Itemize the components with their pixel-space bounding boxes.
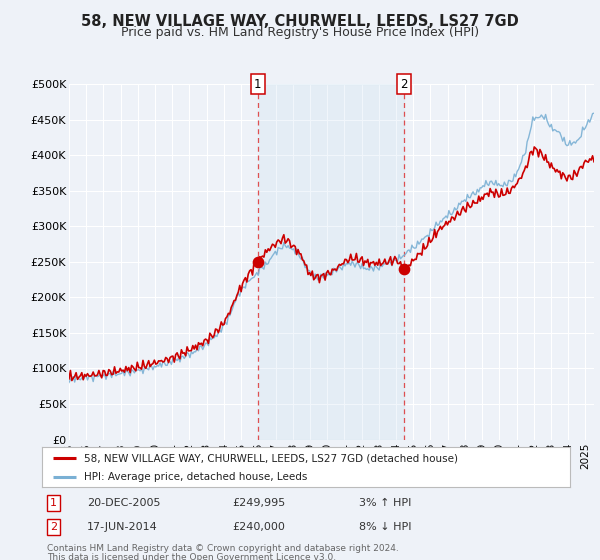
- Text: £240,000: £240,000: [232, 522, 285, 532]
- Text: Contains HM Land Registry data © Crown copyright and database right 2024.: Contains HM Land Registry data © Crown c…: [47, 544, 399, 553]
- Text: £249,995: £249,995: [232, 498, 286, 508]
- Text: 8% ↓ HPI: 8% ↓ HPI: [359, 522, 412, 532]
- Text: 58, NEW VILLAGE WAY, CHURWELL, LEEDS, LS27 7GD (detached house): 58, NEW VILLAGE WAY, CHURWELL, LEEDS, LS…: [84, 453, 458, 463]
- Text: 1: 1: [254, 77, 262, 91]
- Text: 2: 2: [400, 77, 408, 91]
- Text: 3% ↑ HPI: 3% ↑ HPI: [359, 498, 411, 508]
- Text: 20-DEC-2005: 20-DEC-2005: [87, 498, 160, 508]
- Text: 17-JUN-2014: 17-JUN-2014: [87, 522, 158, 532]
- Text: 1: 1: [50, 498, 57, 508]
- Bar: [258, 84, 404, 440]
- Point: [399, 264, 409, 273]
- Text: This data is licensed under the Open Government Licence v3.0.: This data is licensed under the Open Gov…: [47, 553, 337, 560]
- Point: [253, 258, 263, 267]
- Text: 2: 2: [50, 522, 57, 532]
- Text: 58, NEW VILLAGE WAY, CHURWELL, LEEDS, LS27 7GD: 58, NEW VILLAGE WAY, CHURWELL, LEEDS, LS…: [81, 14, 519, 29]
- Text: HPI: Average price, detached house, Leeds: HPI: Average price, detached house, Leed…: [84, 472, 308, 482]
- Text: Price paid vs. HM Land Registry's House Price Index (HPI): Price paid vs. HM Land Registry's House …: [121, 26, 479, 39]
